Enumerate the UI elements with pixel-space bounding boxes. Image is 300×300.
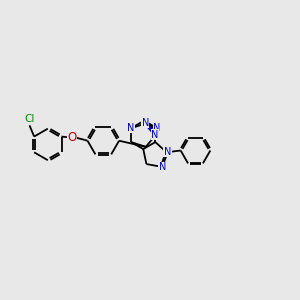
Text: N: N [127,123,134,133]
Text: N: N [142,118,149,128]
Text: N: N [153,123,160,133]
Text: Cl: Cl [24,113,35,124]
Text: N: N [164,147,171,157]
Text: N: N [159,162,166,172]
Text: O: O [68,131,77,144]
Text: N: N [151,130,158,140]
